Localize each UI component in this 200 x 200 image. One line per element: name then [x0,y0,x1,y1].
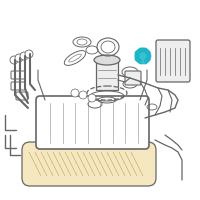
FancyBboxPatch shape [22,142,156,186]
Bar [96,60,118,90]
Circle shape [71,89,79,97]
Circle shape [20,52,28,60]
Polygon shape [135,48,151,64]
Circle shape [25,50,33,58]
FancyBboxPatch shape [36,96,149,149]
FancyBboxPatch shape [156,40,190,82]
Circle shape [10,56,18,64]
Circle shape [88,94,96,102]
Ellipse shape [94,55,120,65]
FancyBboxPatch shape [125,71,141,85]
Circle shape [15,54,23,62]
Polygon shape [135,48,150,64]
Circle shape [79,91,87,99]
